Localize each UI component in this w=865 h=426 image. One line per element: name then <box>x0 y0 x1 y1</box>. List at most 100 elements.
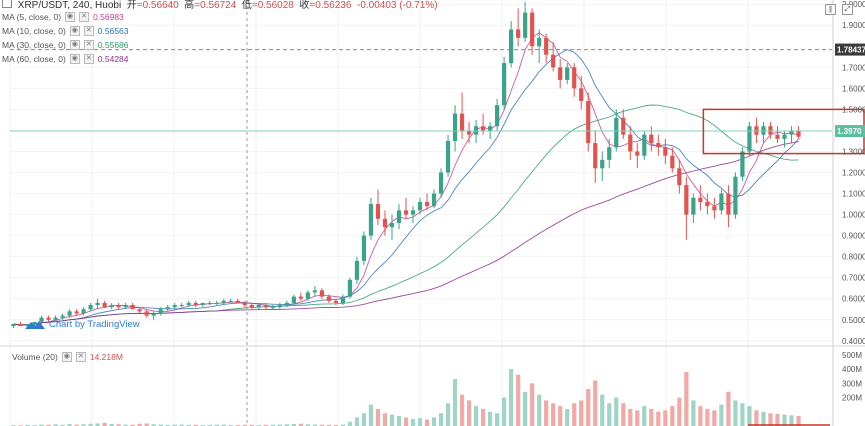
volume-bar <box>403 417 409 426</box>
ma60-legend[interactable]: MA (60, close, 0) ◉ ✕ 0.54284 <box>2 52 129 65</box>
candle-body <box>572 67 577 89</box>
candle-body <box>144 311 149 316</box>
candle-body <box>459 113 465 131</box>
eye-icon[interactable]: ◉ <box>65 11 76 22</box>
candle <box>677 159 682 194</box>
candle <box>312 286 317 297</box>
open-label: 开 <box>126 0 137 11</box>
close-icon[interactable]: ✕ <box>83 53 94 64</box>
candle <box>431 189 437 209</box>
volume-bar <box>537 394 542 426</box>
volume-legend[interactable]: Volume (20) ◉ ✕ 14.218M <box>12 352 123 362</box>
candle-body <box>347 279 353 297</box>
candle <box>438 168 444 198</box>
candle <box>565 63 570 85</box>
volume-bar <box>656 411 661 426</box>
ma30-value: 0.55686 <box>97 39 129 50</box>
candle-body <box>466 130 472 135</box>
fullscreen-icon[interactable]: ⤢ <box>842 4 853 15</box>
volume-bar <box>88 423 93 426</box>
volume-bar <box>53 424 58 426</box>
volume-bar <box>46 424 51 426</box>
candle <box>445 134 451 177</box>
volume-bar <box>558 406 563 426</box>
candle-body <box>116 305 121 308</box>
close-icon[interactable]: ✕ <box>79 11 90 22</box>
candle <box>11 323 16 329</box>
candle-body <box>663 147 668 156</box>
candle <box>263 302 268 310</box>
candle <box>333 298 339 306</box>
candle <box>712 197 717 219</box>
volume-bar <box>705 408 710 426</box>
high-label: 高 <box>184 0 195 11</box>
candle-body <box>593 143 598 169</box>
eye-icon[interactable]: ◉ <box>69 53 80 64</box>
symbol-icon <box>2 0 12 8</box>
eye-icon[interactable]: ◉ <box>69 39 80 50</box>
candle <box>558 58 563 89</box>
candle-body <box>649 134 654 144</box>
volume-bar <box>480 408 486 426</box>
close-icon[interactable]: ✕ <box>83 39 94 50</box>
candle-body <box>396 210 402 223</box>
volume-label: Volume (20) <box>12 352 58 362</box>
candle-body <box>109 305 114 308</box>
candle-body <box>207 302 212 304</box>
candle-body <box>235 300 240 303</box>
candle-body <box>635 151 640 156</box>
candle-body <box>537 37 542 47</box>
candle <box>768 122 773 139</box>
candle <box>726 185 731 228</box>
candle-body <box>200 302 205 306</box>
candle-body <box>88 305 93 310</box>
candle <box>165 305 170 312</box>
price-tick-label: 1.10000 <box>842 190 865 199</box>
tradingview-watermark[interactable]: Chart by TradingView <box>24 319 140 330</box>
volume-bar <box>530 383 535 426</box>
volume-bar <box>305 424 310 426</box>
candle <box>270 305 275 310</box>
candle <box>789 126 794 144</box>
candle <box>663 138 668 165</box>
candle <box>179 302 184 308</box>
candle-body <box>95 302 100 306</box>
tradingview-logo-icon <box>25 321 45 329</box>
volume-bar <box>319 424 324 426</box>
volume-bar <box>242 424 247 426</box>
volume-bar <box>544 400 549 426</box>
candle <box>277 302 282 310</box>
volume-bar <box>670 406 675 426</box>
volume-bar <box>761 411 766 426</box>
candle <box>761 122 766 144</box>
candle-body <box>579 88 584 101</box>
volume-bar <box>228 424 233 426</box>
pause-icon[interactable]: ∥ <box>825 4 836 15</box>
volume-bar <box>207 424 212 426</box>
close-icon[interactable]: ✕ <box>75 352 86 362</box>
high-value: =0.56724 <box>194 0 237 11</box>
candle <box>32 321 37 327</box>
close-icon[interactable]: ✕ <box>83 25 94 36</box>
ma5-legend[interactable]: MA (5, close, 0) ◉ ✕ 0.56983 <box>2 10 124 23</box>
candle-body <box>495 105 500 127</box>
candle-body <box>691 197 696 215</box>
candle-body <box>726 193 731 215</box>
eye-icon[interactable]: ◉ <box>61 352 72 362</box>
candle <box>516 8 521 47</box>
candle-body <box>607 147 612 160</box>
candle-body <box>789 130 794 135</box>
ma30-legend[interactable]: MA (30, close, 0) ◉ ✕ 0.55686 <box>2 38 129 51</box>
ma10-legend[interactable]: MA (10, close, 0) ◉ ✕ 0.56563 <box>2 24 129 37</box>
candle <box>207 300 212 306</box>
volume-bar <box>438 413 444 426</box>
candle <box>782 130 787 148</box>
eye-icon[interactable]: ◉ <box>69 25 80 36</box>
candle-body <box>628 134 633 152</box>
candle-body <box>740 151 745 177</box>
close-value: =0.56236 <box>309 0 352 11</box>
